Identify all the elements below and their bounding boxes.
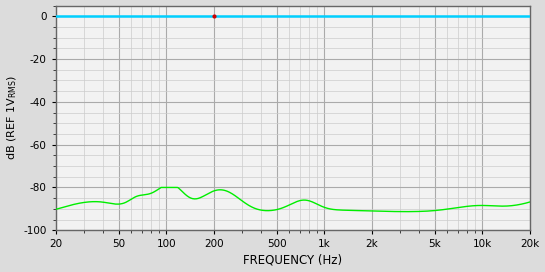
- X-axis label: FREQUENCY (Hz): FREQUENCY (Hz): [243, 254, 342, 267]
- Y-axis label: dB (REF 1V$_{\mathrm{RMS}}$): dB (REF 1V$_{\mathrm{RMS}}$): [5, 75, 19, 160]
